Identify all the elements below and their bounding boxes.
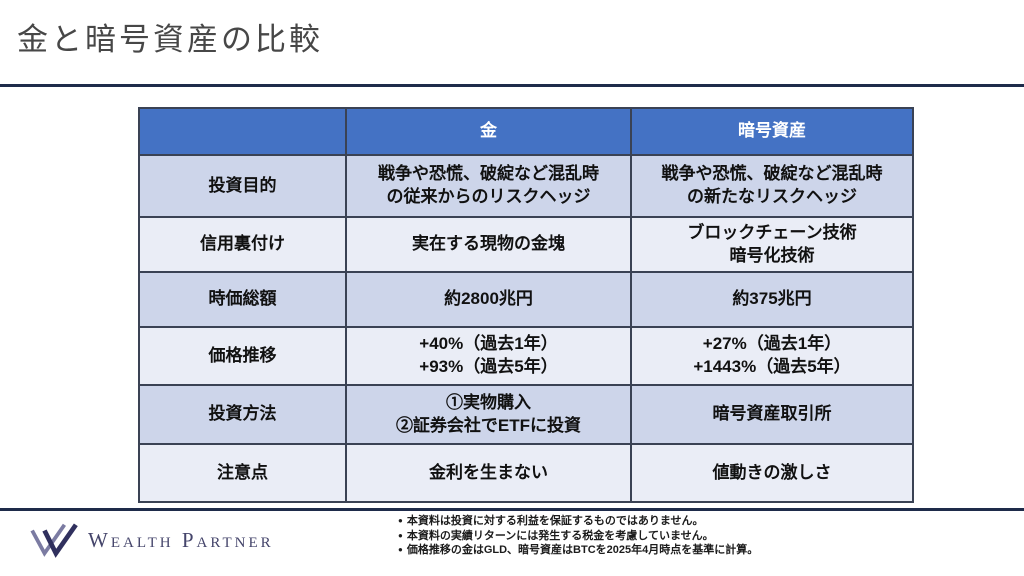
header-cell-gold: 金 xyxy=(345,107,632,156)
gold-cell: ①実物購入 ②証券会社でETFに投資 xyxy=(345,384,632,445)
gold-cell: 戦争や恐慌、破綻など混乱時 の従来からのリスクヘッジ xyxy=(345,154,632,218)
bullet-icon: ● xyxy=(398,545,403,554)
header-cell-empty xyxy=(138,107,347,156)
crypto-cell: +27%（過去1年） +1443%（過去5年） xyxy=(630,326,914,386)
row-label-cell: 時価総額 xyxy=(138,271,347,328)
disclaimer-text: 本資料の実績リターンには発生する税金を考慮していません。 xyxy=(406,529,714,542)
table-row: 投資方法 ①実物購入 ②証券会社でETFに投資 暗号資産取引所 xyxy=(138,384,914,445)
footer-divider-line xyxy=(0,508,1024,511)
row-label-cell: 信用裏付け xyxy=(138,216,347,273)
disclaimer-text: 本資料は投資に対する利益を保証するものではありません。 xyxy=(406,515,704,527)
disclaimer-line: ● 本資料は投資に対する利益を保証するものではありません。 xyxy=(398,514,758,529)
table-row: 投資目的 戦争や恐慌、破綻など混乱時 の従来からのリスクヘッジ 戦争や恐慌、破綻… xyxy=(138,154,914,218)
crypto-cell: 値動きの激しさ xyxy=(630,443,914,503)
gold-cell: 金利を生まない xyxy=(345,443,632,503)
crypto-cell: 約375兆円 xyxy=(630,271,914,328)
page-title: 金と暗号資産の比較 xyxy=(17,22,323,57)
disclaimer-line: ● 価格推移の金はGLD、暗号資産はBTCを2025年4月時点を基準に計算。 xyxy=(398,543,758,558)
company-logo: Wealth Partner xyxy=(30,521,274,559)
row-label-cell: 価格推移 xyxy=(138,326,347,386)
gold-cell: 約2800兆円 xyxy=(345,271,632,328)
wealth-partner-w-icon xyxy=(30,523,78,558)
bullet-icon: ● xyxy=(398,530,403,540)
comparison-table: 金 暗号資産 投資目的 戦争や恐慌、破綻など混乱時 の従来からのリスクヘッジ 戦… xyxy=(138,107,914,503)
row-label-cell: 投資方法 xyxy=(138,384,347,445)
disclaimer-text: 価格推移の金はGLD、暗号資産はBTCを2025年4月時点を基準に計算。 xyxy=(406,544,759,556)
bullet-icon: ● xyxy=(398,516,403,525)
crypto-cell: 暗号資産取引所 xyxy=(630,384,914,445)
table-row: 時価総額 約2800兆円 約375兆円 xyxy=(138,271,914,328)
disclaimer-line: ● 本資料の実績リターンには発生する税金を考慮していません。 xyxy=(398,529,758,544)
crypto-cell: 戦争や恐慌、破綻など混乱時 の新たなリスクヘッジ xyxy=(630,154,914,218)
table-header-row: 金 暗号資産 xyxy=(138,107,914,156)
disclaimer-notes: ● 本資料は投資に対する利益を保証するものではありません。 ● 本資料の実績リタ… xyxy=(398,514,758,558)
table-row: 注意点 金利を生まない 値動きの激しさ xyxy=(138,443,914,503)
table-row: 価格推移 +40%（過去1年） +93%（過去5年） +27%（過去1年） +1… xyxy=(138,326,914,386)
company-logo-text: Wealth Partner xyxy=(88,527,274,552)
title-divider-line xyxy=(0,84,1024,87)
row-label-cell: 投資目的 xyxy=(138,154,347,218)
gold-cell: 実在する現物の金塊 xyxy=(345,216,632,273)
row-label-cell: 注意点 xyxy=(138,443,347,503)
table-row: 信用裏付け 実在する現物の金塊 ブロックチェーン技術 暗号化技術 xyxy=(138,216,914,273)
crypto-cell: ブロックチェーン技術 暗号化技術 xyxy=(630,216,914,273)
header-cell-crypto: 暗号資産 xyxy=(630,107,914,156)
gold-cell: +40%（過去1年） +93%（過去5年） xyxy=(345,326,632,386)
